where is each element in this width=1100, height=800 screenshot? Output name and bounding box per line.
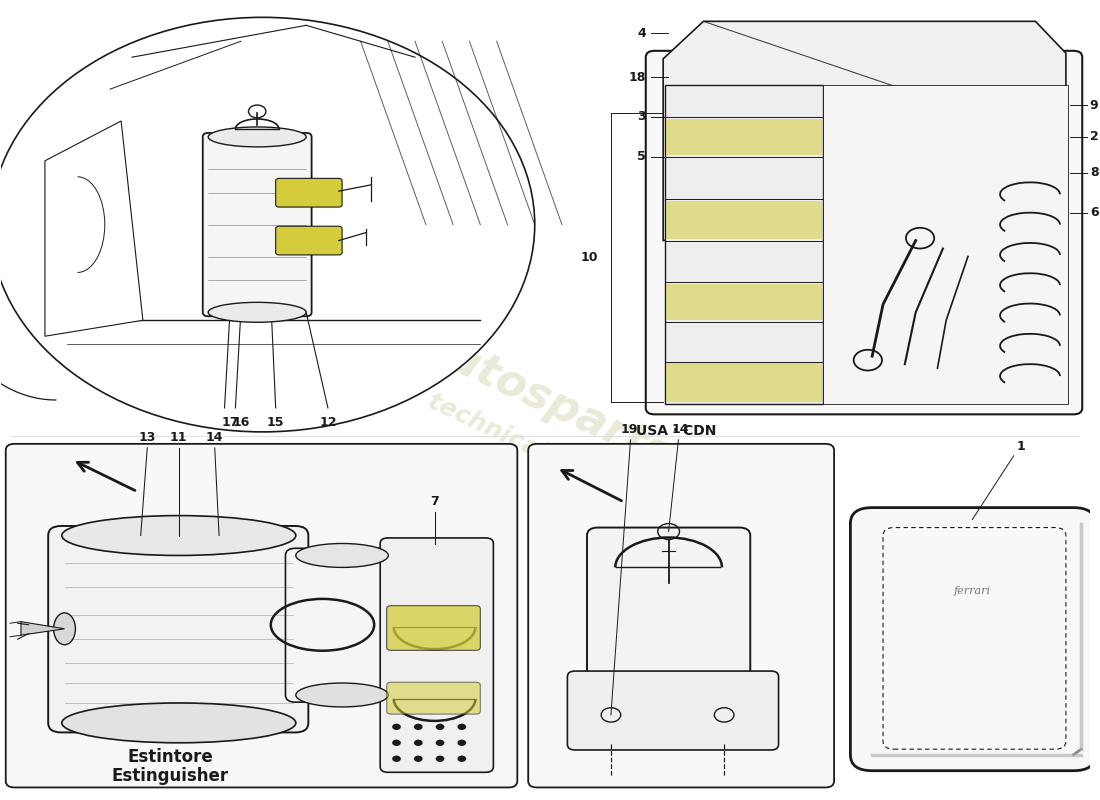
Ellipse shape [296, 683, 388, 707]
Ellipse shape [208, 302, 306, 322]
Text: 18: 18 [628, 70, 646, 84]
FancyBboxPatch shape [276, 178, 342, 207]
Ellipse shape [62, 703, 296, 743]
Ellipse shape [0, 18, 535, 432]
Text: 15: 15 [267, 416, 285, 429]
Text: 14: 14 [672, 423, 690, 436]
FancyBboxPatch shape [823, 85, 1068, 404]
FancyBboxPatch shape [528, 444, 834, 787]
Circle shape [393, 755, 400, 762]
Text: Estintore: Estintore [128, 748, 213, 766]
FancyBboxPatch shape [667, 284, 822, 320]
Text: 9: 9 [1090, 98, 1099, 111]
Text: 6: 6 [1090, 206, 1099, 219]
Text: ferrari: ferrari [954, 586, 991, 596]
Polygon shape [21, 622, 65, 635]
FancyBboxPatch shape [667, 363, 822, 402]
Circle shape [414, 724, 422, 730]
Text: 12: 12 [319, 416, 337, 429]
Circle shape [458, 755, 466, 762]
Circle shape [393, 724, 400, 730]
FancyBboxPatch shape [387, 682, 481, 714]
Text: 19: 19 [620, 423, 638, 436]
Text: 5: 5 [637, 150, 646, 163]
Polygon shape [45, 121, 143, 336]
Circle shape [458, 724, 466, 730]
Text: 17: 17 [221, 416, 239, 429]
Text: 11: 11 [170, 431, 188, 444]
Circle shape [436, 755, 444, 762]
Ellipse shape [54, 613, 76, 645]
Text: USA · CDN: USA · CDN [636, 424, 716, 438]
FancyBboxPatch shape [646, 51, 1082, 414]
Text: 8: 8 [1090, 166, 1099, 179]
FancyBboxPatch shape [667, 201, 822, 239]
Text: Estinguisher: Estinguisher [111, 767, 229, 786]
Circle shape [436, 740, 444, 746]
FancyBboxPatch shape [387, 606, 481, 650]
Circle shape [458, 740, 466, 746]
Text: 10: 10 [581, 251, 598, 264]
Text: 14: 14 [206, 431, 223, 444]
FancyBboxPatch shape [286, 548, 397, 702]
Text: 4: 4 [637, 26, 646, 40]
Ellipse shape [208, 127, 306, 147]
FancyBboxPatch shape [276, 226, 342, 255]
FancyBboxPatch shape [6, 444, 517, 787]
FancyBboxPatch shape [666, 85, 823, 404]
Text: 13: 13 [139, 431, 156, 444]
Text: 2: 2 [1090, 130, 1099, 143]
Text: 7: 7 [430, 494, 439, 508]
Ellipse shape [296, 543, 388, 567]
FancyBboxPatch shape [568, 671, 779, 750]
Circle shape [414, 740, 422, 746]
FancyBboxPatch shape [202, 133, 311, 316]
Text: 16: 16 [232, 416, 250, 429]
Circle shape [393, 740, 400, 746]
FancyBboxPatch shape [48, 526, 308, 733]
Text: autosparts: autosparts [414, 323, 678, 477]
Text: 3: 3 [637, 110, 646, 123]
Text: technical parts silhouettes: technical parts silhouettes [424, 389, 777, 570]
Circle shape [414, 755, 422, 762]
Polygon shape [663, 22, 1066, 241]
Text: 1: 1 [1016, 441, 1025, 454]
FancyBboxPatch shape [381, 538, 494, 772]
FancyBboxPatch shape [850, 508, 1096, 770]
FancyBboxPatch shape [667, 118, 822, 155]
Circle shape [436, 724, 444, 730]
Ellipse shape [62, 515, 296, 555]
FancyBboxPatch shape [587, 527, 750, 683]
